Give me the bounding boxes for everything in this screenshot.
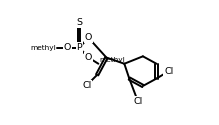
Text: O: O: [85, 33, 92, 42]
Text: P: P: [76, 43, 82, 52]
Text: methyl: methyl: [31, 45, 56, 51]
Text: Cl: Cl: [164, 67, 173, 76]
Text: S: S: [76, 18, 82, 28]
Text: methyl: methyl: [99, 57, 125, 63]
Text: Cl: Cl: [133, 97, 143, 106]
Text: O: O: [85, 53, 92, 62]
Text: O: O: [64, 43, 71, 52]
Text: Cl: Cl: [82, 81, 91, 90]
